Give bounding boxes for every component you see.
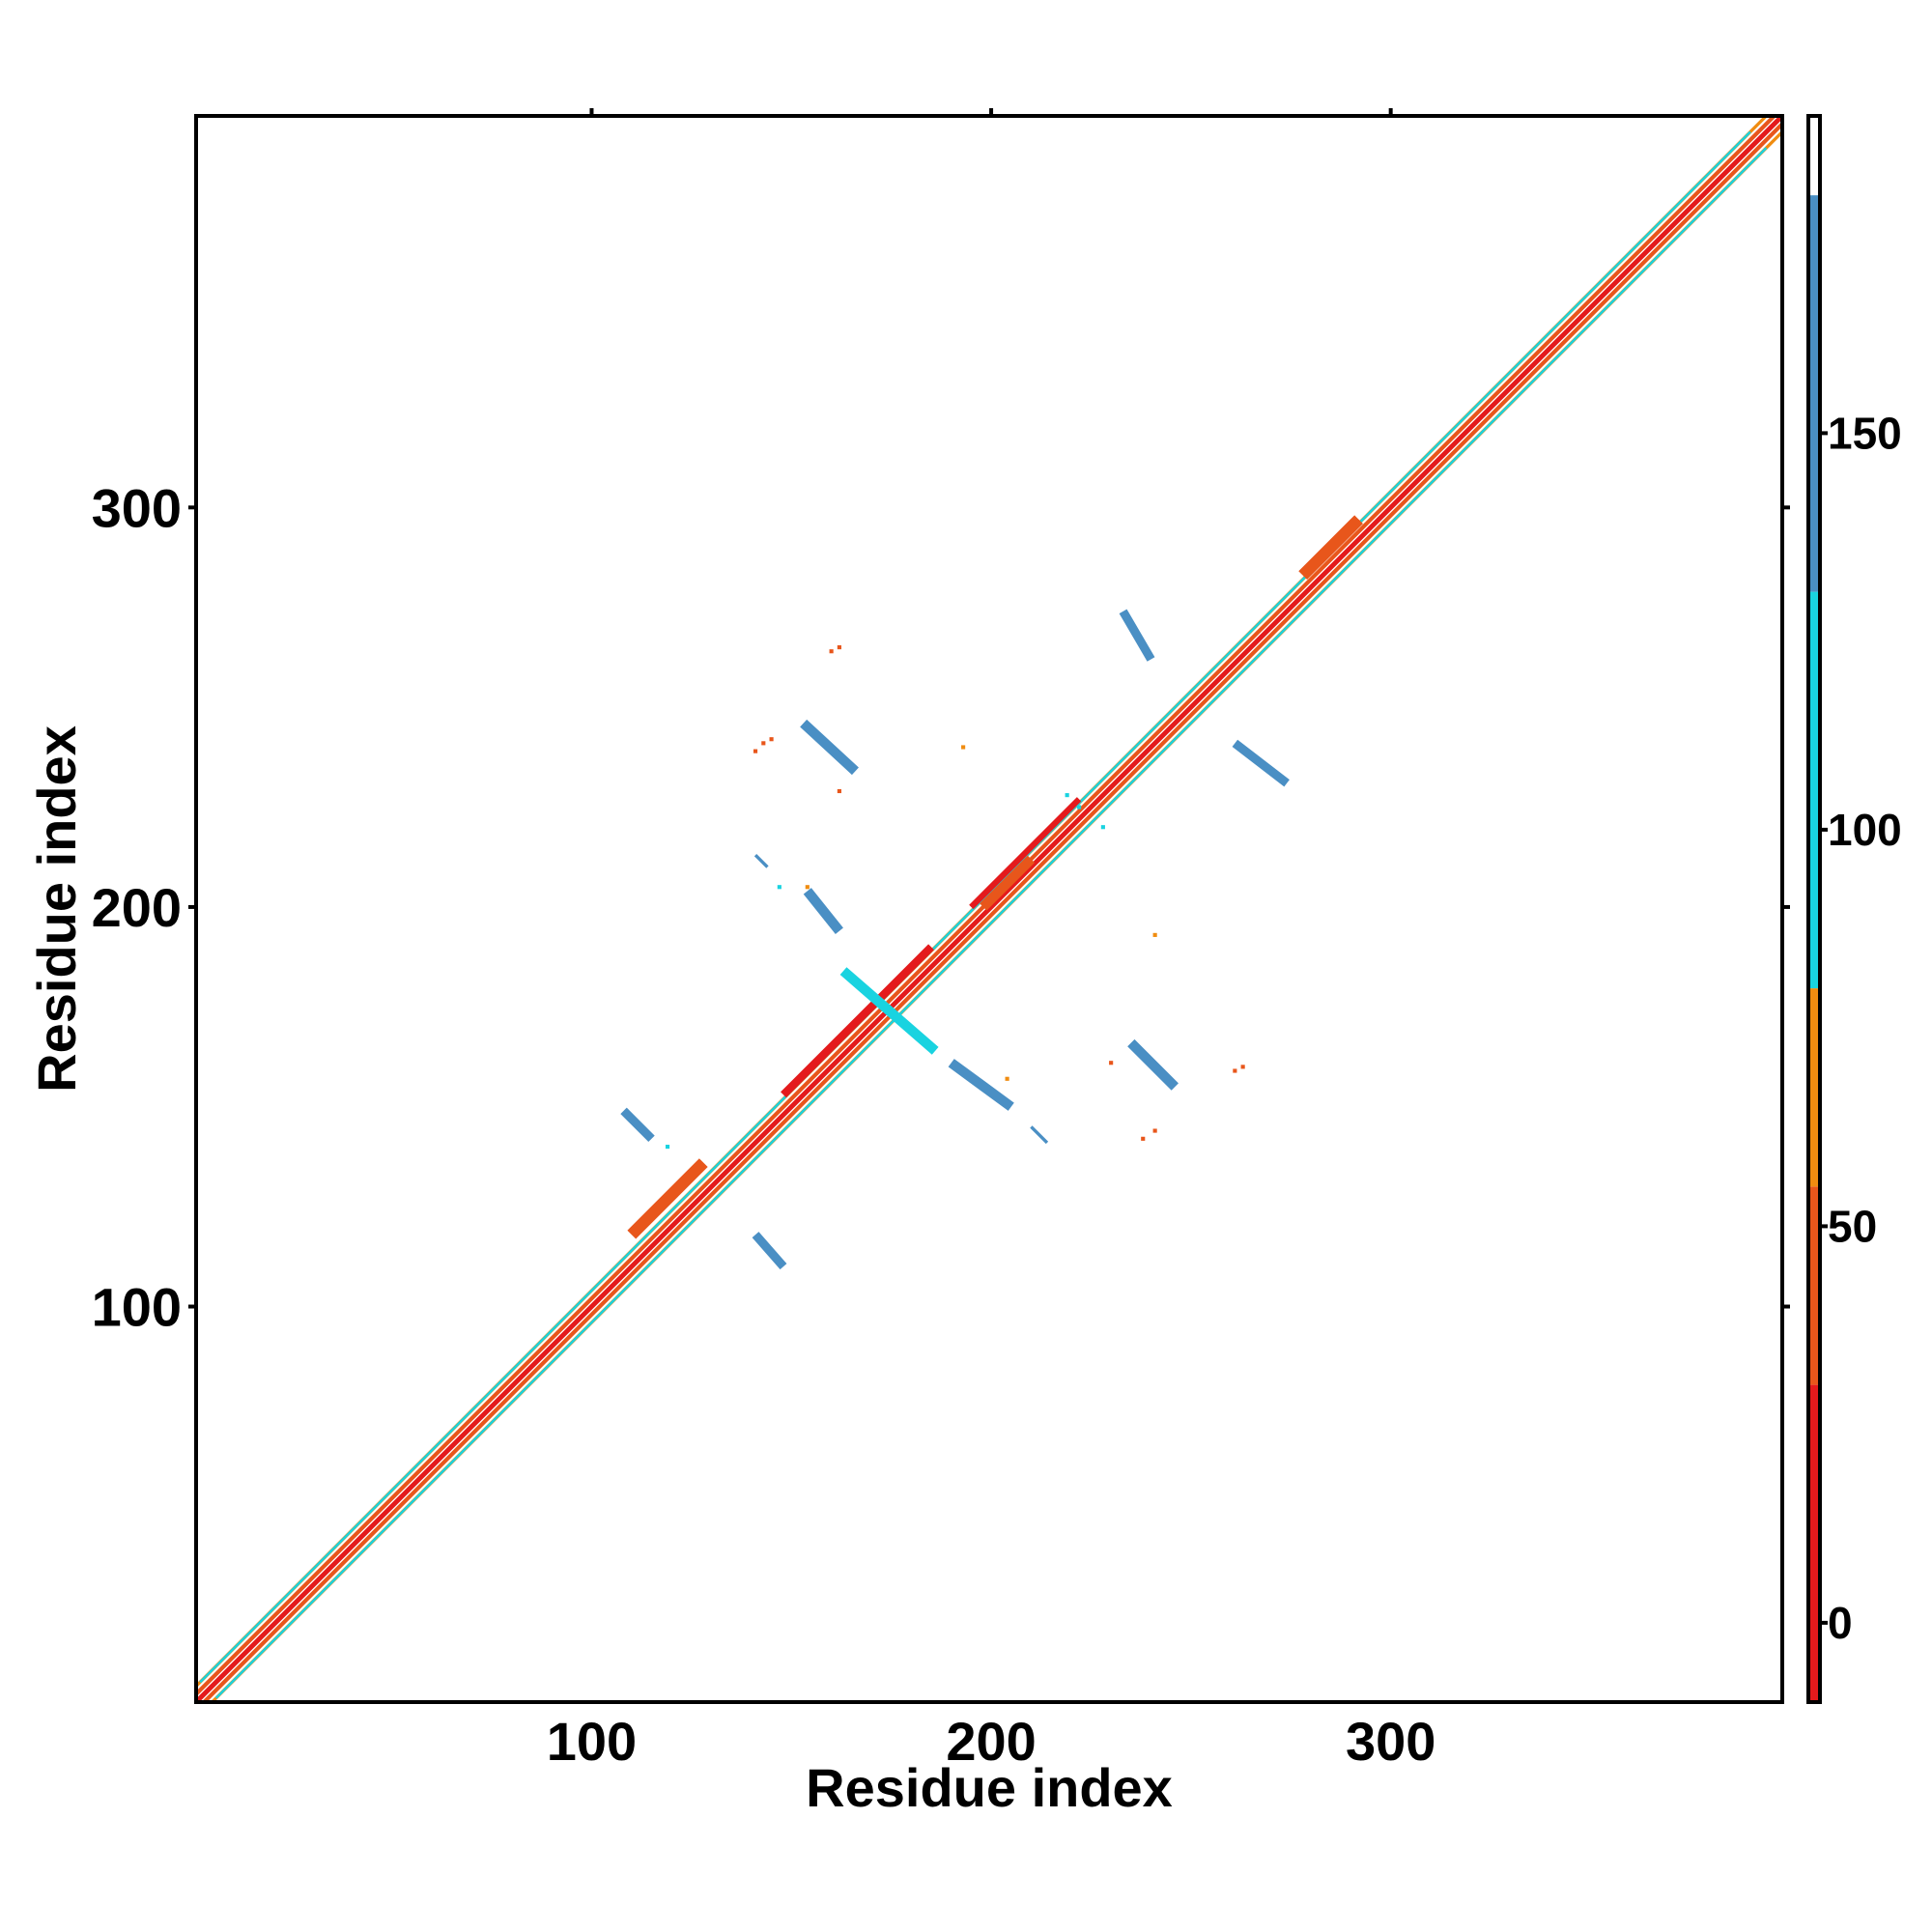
contact-band-19 (1127, 1038, 1179, 1091)
heatmap-marks (194, 114, 1784, 1704)
contact-point-15 (1076, 805, 1082, 810)
contact-point-11 (1233, 1068, 1237, 1073)
contact-point-6 (837, 788, 841, 794)
y-axis-title: Residue index (26, 725, 87, 1093)
contact-point-0 (829, 649, 834, 654)
contact-point-4 (753, 749, 758, 753)
x-tick-label: 300 (1346, 1711, 1435, 1772)
contact-band-16 (839, 967, 939, 1055)
contact-band-7 (781, 944, 934, 1098)
contact-point-5 (961, 745, 966, 750)
colorbar-band-2 (1808, 988, 1820, 1187)
x-tick-label: 200 (946, 1711, 1036, 1772)
colorbar-band-5 (1808, 116, 1820, 196)
colorbar-tick-label: 0 (1828, 1598, 1853, 1648)
contact-band-6 (214, 147, 1768, 1699)
contact-band-13 (752, 1232, 787, 1270)
contact-point-10 (1152, 1128, 1157, 1133)
contact-band-10 (980, 855, 1036, 911)
contact-point-17 (1065, 793, 1069, 798)
contact-point-12 (1240, 1065, 1245, 1069)
contact-band-8 (969, 797, 1082, 910)
contact-point-2 (761, 741, 766, 746)
contact-band-11 (1298, 515, 1363, 581)
contact-band-20 (1232, 739, 1290, 787)
plot-frame (194, 114, 1784, 1704)
x-axis-ticks: 100 200 300 (547, 108, 1435, 1772)
colorbar-tick-label: 50 (1828, 1201, 1877, 1251)
contact-point-3 (769, 737, 774, 742)
colorbar-band-1 (1808, 1186, 1820, 1385)
contact-band-9 (627, 1158, 708, 1239)
colorbar-ticks: 0 50 100 150 (1820, 408, 1902, 1648)
y-tick-label: 100 (92, 1277, 182, 1338)
y-tick-label: 300 (92, 477, 182, 538)
colorbar-band-0 (1808, 1384, 1820, 1702)
contact-point-19 (665, 1145, 670, 1150)
contact-band-18 (1119, 609, 1155, 662)
contact-band-15 (803, 888, 843, 934)
colorbar-band-3 (1808, 591, 1820, 989)
colorbar-tick-label: 150 (1828, 408, 1902, 458)
contact-point-14 (777, 885, 781, 890)
colorbar-frame (1806, 114, 1822, 1704)
colorbar-tick-label: 100 (1828, 805, 1902, 855)
contact-point-18 (1005, 1076, 1009, 1081)
contact-point-9 (1141, 1136, 1146, 1141)
contact-point-8 (1152, 932, 1157, 937)
x-tick-label: 100 (547, 1711, 637, 1772)
contact-band-17 (948, 1059, 1014, 1111)
y-tick-label: 200 (92, 877, 182, 938)
contact-point-16 (1100, 825, 1105, 830)
colorbar-band-4 (1808, 195, 1820, 592)
contact-band-2 (202, 122, 1784, 1704)
y-axis-ticks: 100 200 300 (92, 477, 1790, 1338)
contact-band-12 (620, 1107, 655, 1143)
x-axis-title: Residue index (806, 1757, 1173, 1818)
contact-point-1 (837, 645, 841, 650)
contact-band-22 (1030, 1125, 1049, 1145)
contact-band-0 (194, 114, 1784, 1704)
contact-band-14 (800, 719, 859, 776)
contact-band-21 (753, 853, 769, 868)
colorbar (1806, 114, 1822, 1704)
contact-point-7 (1109, 1061, 1114, 1065)
contact-point-13 (805, 885, 810, 890)
